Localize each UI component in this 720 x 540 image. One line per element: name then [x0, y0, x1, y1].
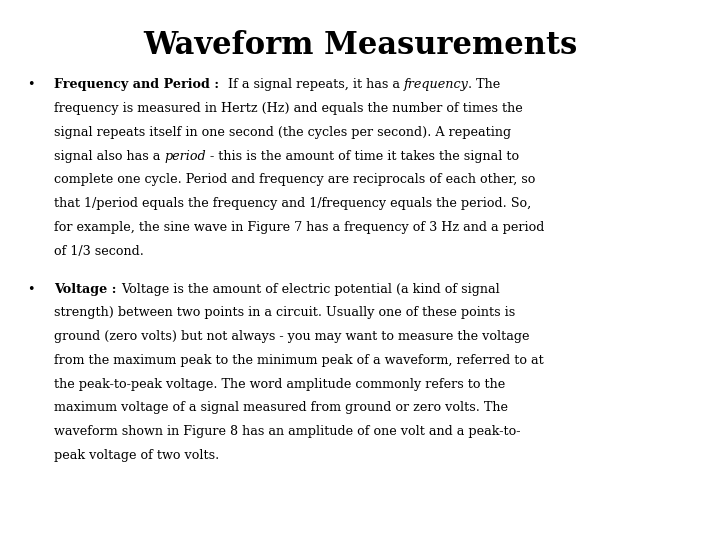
Text: Waveform Measurements: Waveform Measurements	[143, 30, 577, 60]
Text: waveform shown in Figure 8 has an amplitude of one volt and a peak-to-: waveform shown in Figure 8 has an amplit…	[54, 425, 521, 438]
Text: period: period	[164, 150, 206, 163]
Text: strength) between two points in a circuit. Usually one of these points is: strength) between two points in a circui…	[54, 306, 516, 319]
Text: from the maximum peak to the minimum peak of a waveform, referred to at: from the maximum peak to the minimum pea…	[54, 354, 544, 367]
Text: the peak-to-peak voltage. The word amplitude commonly refers to the: the peak-to-peak voltage. The word ampli…	[54, 377, 505, 390]
Text: peak voltage of two volts.: peak voltage of two volts.	[54, 449, 220, 462]
Text: complete one cycle. Period and frequency are reciprocals of each other, so: complete one cycle. Period and frequency…	[54, 173, 536, 186]
Text: frequency: frequency	[403, 78, 469, 91]
Text: Voltage :: Voltage :	[54, 282, 121, 295]
Text: for example, the sine wave in Figure 7 has a frequency of 3 Hz and a period: for example, the sine wave in Figure 7 h…	[54, 221, 544, 234]
Text: of 1/3 second.: of 1/3 second.	[54, 245, 144, 258]
Text: ground (zero volts) but not always - you may want to measure the voltage: ground (zero volts) but not always - you…	[54, 330, 529, 343]
Text: signal also has a: signal also has a	[54, 150, 164, 163]
Text: that 1/period equals the frequency and 1/frequency equals the period. So,: that 1/period equals the frequency and 1…	[54, 197, 531, 210]
Text: - this is the amount of time it takes the signal to: - this is the amount of time it takes th…	[206, 150, 519, 163]
Text: Voltage is the amount of electric potential (a kind of signal: Voltage is the amount of electric potent…	[121, 282, 500, 295]
Text: maximum voltage of a signal measured from ground or zero volts. The: maximum voltage of a signal measured fro…	[54, 401, 508, 414]
Text: frequency is measured in Hertz (Hz) and equals the number of times the: frequency is measured in Hertz (Hz) and …	[54, 102, 523, 115]
Text: If a signal repeats, it has a: If a signal repeats, it has a	[223, 78, 403, 91]
Text: •: •	[27, 78, 35, 91]
Text: Frequency and Period :: Frequency and Period :	[54, 78, 223, 91]
Text: . The: . The	[469, 78, 500, 91]
Text: •: •	[27, 282, 35, 295]
Text: signal repeats itself in one second (the cycles per second). A repeating: signal repeats itself in one second (the…	[54, 126, 511, 139]
